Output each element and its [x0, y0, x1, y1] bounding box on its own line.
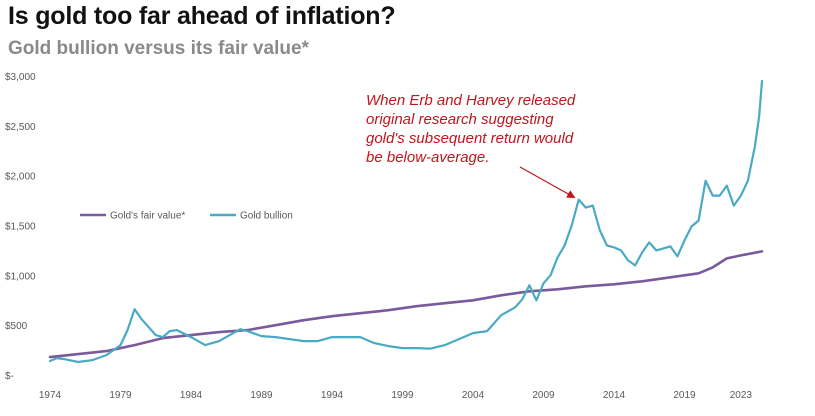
- x-tick-label: 1974: [39, 390, 62, 401]
- x-tick-label: 1999: [391, 390, 414, 401]
- x-tick-label: 1994: [321, 390, 344, 401]
- x-tick-label: 1979: [109, 390, 132, 401]
- legend-label: Gold bullion: [240, 211, 293, 222]
- x-tick-label: 2004: [462, 390, 485, 401]
- series-line-fair-value: [48, 250, 764, 359]
- annotation-text: When Erb and Harvey released original re…: [366, 91, 606, 167]
- y-tick-label: $2,000: [5, 172, 36, 183]
- x-tick-label: 2014: [603, 390, 626, 401]
- annotation-arrow: [519, 166, 576, 199]
- x-tick-label: 2019: [673, 390, 696, 401]
- series-line-gold-bullion: [48, 79, 764, 364]
- y-tick-label: $3,000: [5, 72, 36, 83]
- x-tick-label: 1984: [180, 390, 203, 401]
- legend-label: Gold's fair value*: [110, 211, 185, 222]
- x-tick-label: 2009: [532, 390, 555, 401]
- axes-group: $- $500 $1,000 $1,500 $2,000 $2,500 $3,000 1974…: [5, 72, 752, 401]
- chart-title: Is gold too far ahead of inflation?: [8, 2, 396, 30]
- y-tick-label: $2,500: [5, 122, 36, 133]
- chart-subtitle: Gold bullion versus its fair value*: [8, 38, 309, 59]
- annotation-arrow-group: [519, 166, 576, 199]
- annotation-line-4: be below-average.: [366, 149, 490, 166]
- annotation-line-3: gold's subsequent return would: [366, 130, 574, 147]
- y-tick-label: $1,000: [5, 271, 36, 282]
- annotation-line-1: When Erb and Harvey released: [366, 92, 576, 109]
- x-tick-label: 2023: [730, 390, 753, 401]
- y-tick-label: $1,500: [5, 222, 36, 233]
- annotation-line-2: original research suggesting: [366, 111, 554, 128]
- x-tick-label: 1989: [250, 390, 273, 401]
- y-tick-label: $-: [5, 371, 14, 382]
- y-tick-label: $500: [5, 321, 28, 332]
- series-group: [48, 79, 764, 364]
- legend: Gold's fair value* Gold bullion: [80, 211, 293, 222]
